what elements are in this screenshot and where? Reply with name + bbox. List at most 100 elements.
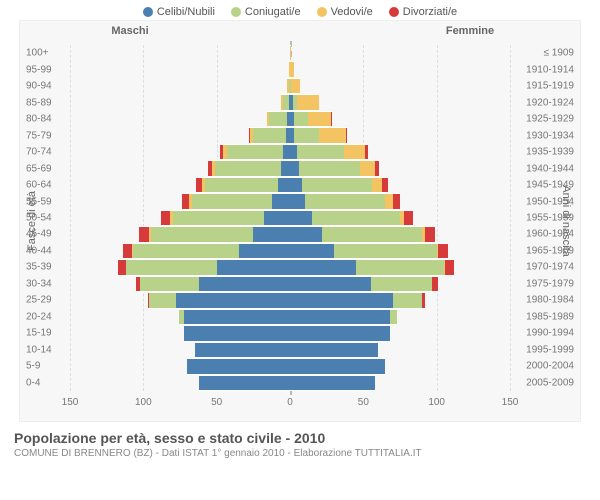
pyramid-row bbox=[70, 78, 510, 94]
female-header: Femmine bbox=[300, 25, 580, 37]
bar-segment bbox=[205, 177, 278, 193]
pyramid-row bbox=[70, 111, 510, 127]
pyramid-row bbox=[70, 342, 510, 358]
birth-year-label: 1965-1969 bbox=[526, 245, 574, 256]
bar-segment bbox=[302, 177, 372, 193]
male-bar bbox=[70, 292, 290, 308]
male-bar bbox=[70, 193, 290, 209]
age-label: 90-94 bbox=[26, 81, 52, 92]
age-label: 75-79 bbox=[26, 130, 52, 141]
pyramid-row bbox=[70, 45, 510, 61]
age-label: 80-84 bbox=[26, 114, 52, 125]
bar-segment bbox=[305, 193, 386, 209]
x-tick-label: 150 bbox=[502, 397, 519, 408]
birth-year-label: 2005-2009 bbox=[526, 377, 574, 388]
bar-segment bbox=[308, 111, 331, 127]
age-label: 15-19 bbox=[26, 328, 52, 339]
birth-year-label: 1920-1924 bbox=[526, 97, 574, 108]
pyramid-row bbox=[70, 276, 510, 292]
pyramid-row bbox=[70, 259, 510, 275]
male-bar bbox=[70, 259, 290, 275]
female-bar bbox=[290, 342, 510, 358]
birth-year-label: 1995-1999 bbox=[526, 344, 574, 355]
legend-item: Celibi/Nubili bbox=[143, 6, 215, 18]
age-label: 20-24 bbox=[26, 311, 52, 322]
bar-segment bbox=[372, 177, 382, 193]
x-axis-ticks: 15010050050100150 bbox=[70, 397, 510, 413]
female-bar bbox=[290, 309, 510, 325]
age-label: 55-59 bbox=[26, 196, 52, 207]
male-bar bbox=[70, 325, 290, 341]
male-bar bbox=[70, 45, 290, 61]
population-pyramid-chart: Maschi Femmine Fasce di età Anni di nasc… bbox=[19, 20, 581, 422]
bar-segment bbox=[182, 193, 189, 209]
male-bar bbox=[70, 144, 290, 160]
bar-segment bbox=[123, 243, 132, 259]
male-header: Maschi bbox=[20, 25, 300, 37]
pyramid-row bbox=[70, 292, 510, 308]
birth-year-label: 1985-1989 bbox=[526, 311, 574, 322]
bar-segment bbox=[360, 160, 375, 176]
column-headers: Maschi Femmine bbox=[20, 25, 580, 37]
pyramid-row bbox=[70, 160, 510, 176]
bar-segment bbox=[290, 177, 302, 193]
bar-segment bbox=[290, 309, 390, 325]
female-bar bbox=[290, 276, 510, 292]
male-bar bbox=[70, 375, 290, 391]
pyramid-row bbox=[70, 309, 510, 325]
bar-segment bbox=[438, 243, 448, 259]
bar-segment bbox=[334, 243, 437, 259]
pyramid-row bbox=[70, 375, 510, 391]
male-bar bbox=[70, 177, 290, 193]
bar-segment bbox=[184, 325, 290, 341]
age-label: 10-14 bbox=[26, 344, 52, 355]
age-label: 0-4 bbox=[26, 377, 40, 388]
female-bar bbox=[290, 45, 510, 61]
bar-segment bbox=[290, 61, 294, 77]
birth-year-label: 2000-2004 bbox=[526, 361, 574, 372]
bar-segment bbox=[299, 160, 361, 176]
female-bar bbox=[290, 94, 510, 110]
bar-segment bbox=[283, 144, 290, 160]
legend: Celibi/NubiliConiugati/eVedovi/eDivorzia… bbox=[0, 0, 600, 20]
male-bar bbox=[70, 309, 290, 325]
bar-segment bbox=[371, 276, 433, 292]
bar-segment bbox=[344, 144, 365, 160]
x-tick-label: 50 bbox=[358, 397, 369, 408]
legend-label: Coniugati/e bbox=[245, 6, 301, 18]
x-tick-label: 150 bbox=[62, 397, 79, 408]
bar-segment bbox=[422, 292, 425, 308]
bar-segment bbox=[161, 210, 170, 226]
bar-segment bbox=[264, 210, 290, 226]
bar-segment bbox=[140, 276, 199, 292]
bar-segment bbox=[356, 259, 444, 275]
bar-segment bbox=[290, 160, 299, 176]
bar-segment bbox=[253, 127, 285, 143]
chart-subtitle: COMUNE DI BRENNERO (BZ) - Dati ISTAT 1° … bbox=[14, 448, 586, 459]
bar-segment bbox=[290, 259, 356, 275]
male-bar bbox=[70, 78, 290, 94]
bar-segment bbox=[290, 358, 385, 374]
male-bar bbox=[70, 210, 290, 226]
female-bar bbox=[290, 292, 510, 308]
birth-year-label: 1975-1979 bbox=[526, 278, 574, 289]
male-bar bbox=[70, 276, 290, 292]
female-bar bbox=[290, 78, 510, 94]
bar-segment bbox=[199, 276, 290, 292]
legend-item: Divorziati/e bbox=[389, 6, 457, 18]
birth-year-label: 1980-1984 bbox=[526, 295, 574, 306]
female-bar bbox=[290, 127, 510, 143]
birth-year-label: 1915-1919 bbox=[526, 81, 574, 92]
bar-segment bbox=[322, 226, 422, 242]
male-bar bbox=[70, 243, 290, 259]
bar-segment bbox=[227, 144, 283, 160]
bar-segment bbox=[173, 210, 264, 226]
bar-segment bbox=[184, 309, 290, 325]
bar-segment bbox=[290, 226, 322, 242]
pyramid-row bbox=[70, 193, 510, 209]
age-label: 85-89 bbox=[26, 97, 52, 108]
birth-year-label: 1910-1914 bbox=[526, 64, 574, 75]
legend-item: Coniugati/e bbox=[231, 6, 301, 18]
female-bar bbox=[290, 243, 510, 259]
bar-segment bbox=[290, 342, 378, 358]
